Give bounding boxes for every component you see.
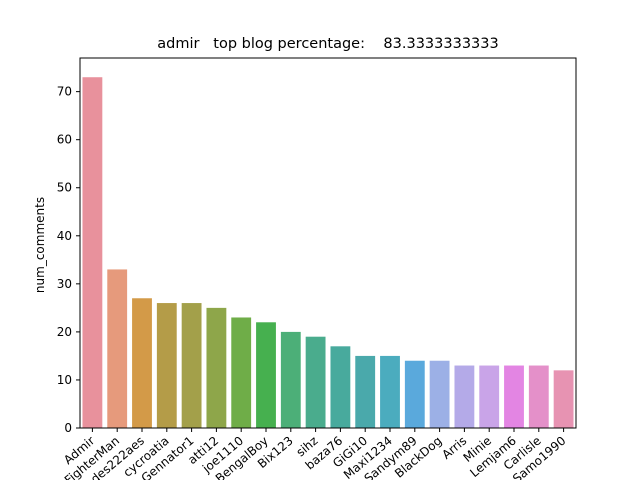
y-axis-label: num_comments	[33, 197, 47, 293]
bar-15	[454, 365, 475, 428]
bar-7	[256, 322, 276, 428]
chart-title: admir top blog percentage: 83.3333333333	[157, 36, 499, 52]
bar-4	[181, 303, 202, 428]
y-tick-label-3: 30	[57, 277, 72, 291]
bar-1	[107, 269, 128, 428]
x-axis: AdmirFighterMandes222aescycroatiaGennato…	[61, 428, 569, 480]
plot-frame	[79, 57, 577, 429]
bar-12	[380, 355, 400, 428]
bar-18	[528, 365, 549, 428]
bar-16	[479, 365, 500, 428]
bar-0	[82, 77, 103, 428]
bar-5	[206, 307, 227, 428]
y-tick-label-7: 70	[57, 85, 72, 99]
bar-11	[355, 355, 376, 428]
bar-17	[504, 365, 524, 428]
y-tick-label-6: 60	[57, 133, 72, 147]
bar-10	[330, 346, 351, 428]
bar-13	[404, 360, 425, 428]
y-tick-label-4: 40	[57, 229, 72, 243]
bars-group	[82, 77, 574, 428]
y-axis: 0 10 20 30 40 50 60 70	[57, 85, 80, 435]
bar-8	[280, 331, 301, 428]
y-tick-label-2: 20	[57, 325, 72, 339]
bar-14	[429, 360, 450, 428]
bar-2	[132, 298, 152, 428]
y-tick-label-0: 0	[64, 421, 72, 435]
bar-19	[553, 370, 574, 428]
bar-9	[305, 336, 326, 428]
bar-3	[156, 303, 177, 428]
y-tick-label-1: 10	[57, 373, 72, 387]
bar-6	[231, 317, 252, 428]
y-tick-label-5: 50	[57, 181, 72, 195]
